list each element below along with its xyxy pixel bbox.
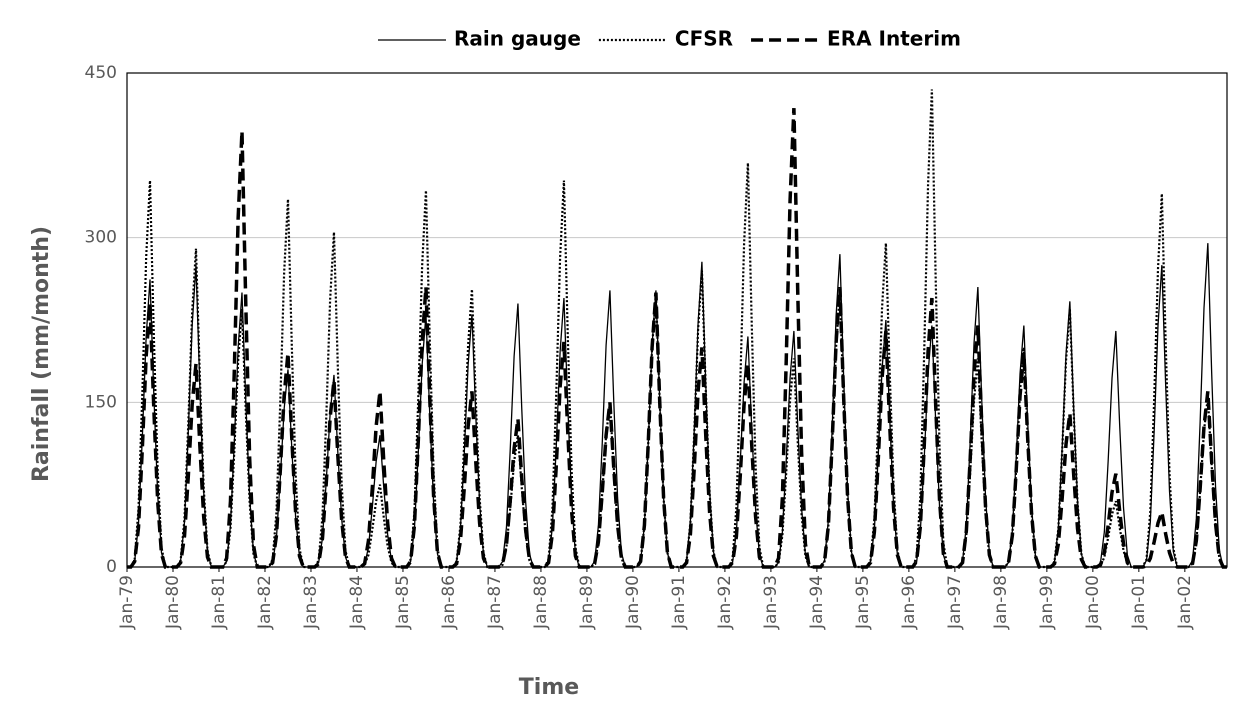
x-tick-label: Jan-82 (255, 575, 275, 630)
x-tick-label: Jan-95 (853, 575, 873, 630)
x-tick-label: Jan-92 (715, 575, 735, 630)
y-axis-title: Rainfall (mm/month) (29, 226, 54, 482)
y-tick-label: 0 (106, 557, 117, 577)
x-axis-title: Time (519, 675, 579, 700)
x-tick-label: Jan-94 (807, 575, 827, 630)
x-tick-label: Jan-87 (485, 575, 505, 630)
x-tick-label: Jan-86 (439, 575, 459, 630)
x-tick-label: Jan-79 (117, 575, 137, 630)
legend-label: Rain gauge (454, 27, 581, 51)
y-tick-label: 450 (85, 63, 117, 83)
x-tick-label: Jan-80 (163, 575, 183, 630)
x-tick-label: Jan-91 (669, 575, 689, 630)
x-tick-label: Jan-00 (1083, 575, 1103, 630)
series-line (127, 108, 1227, 569)
x-tick-label: Jan-99 (1037, 575, 1057, 630)
y-tick-label: 300 (85, 228, 117, 248)
x-tick-label: Jan-93 (761, 575, 781, 630)
y-tick-label: 150 (85, 392, 117, 412)
x-tick-label: Jan-96 (899, 575, 919, 630)
x-tick-label: Jan-84 (347, 575, 367, 630)
x-tick-label: Jan-83 (301, 575, 321, 630)
x-tick-label: Jan-01 (1129, 575, 1149, 630)
x-tick-label: Jan-90 (623, 575, 643, 630)
series-line (127, 89, 1227, 569)
legend-label: ERA Interim (827, 27, 961, 51)
x-tick-label: Jan-97 (945, 575, 965, 630)
x-tick-label: Jan-89 (577, 575, 597, 630)
x-tick-label: Jan-85 (393, 575, 413, 630)
x-tick-label: Jan-02 (1175, 575, 1195, 630)
x-tick-label: Jan-88 (531, 575, 551, 630)
x-tick-label: Jan-81 (209, 575, 229, 630)
x-tick-label: Jan-98 (991, 575, 1011, 630)
legend-label: CFSR (675, 27, 733, 51)
